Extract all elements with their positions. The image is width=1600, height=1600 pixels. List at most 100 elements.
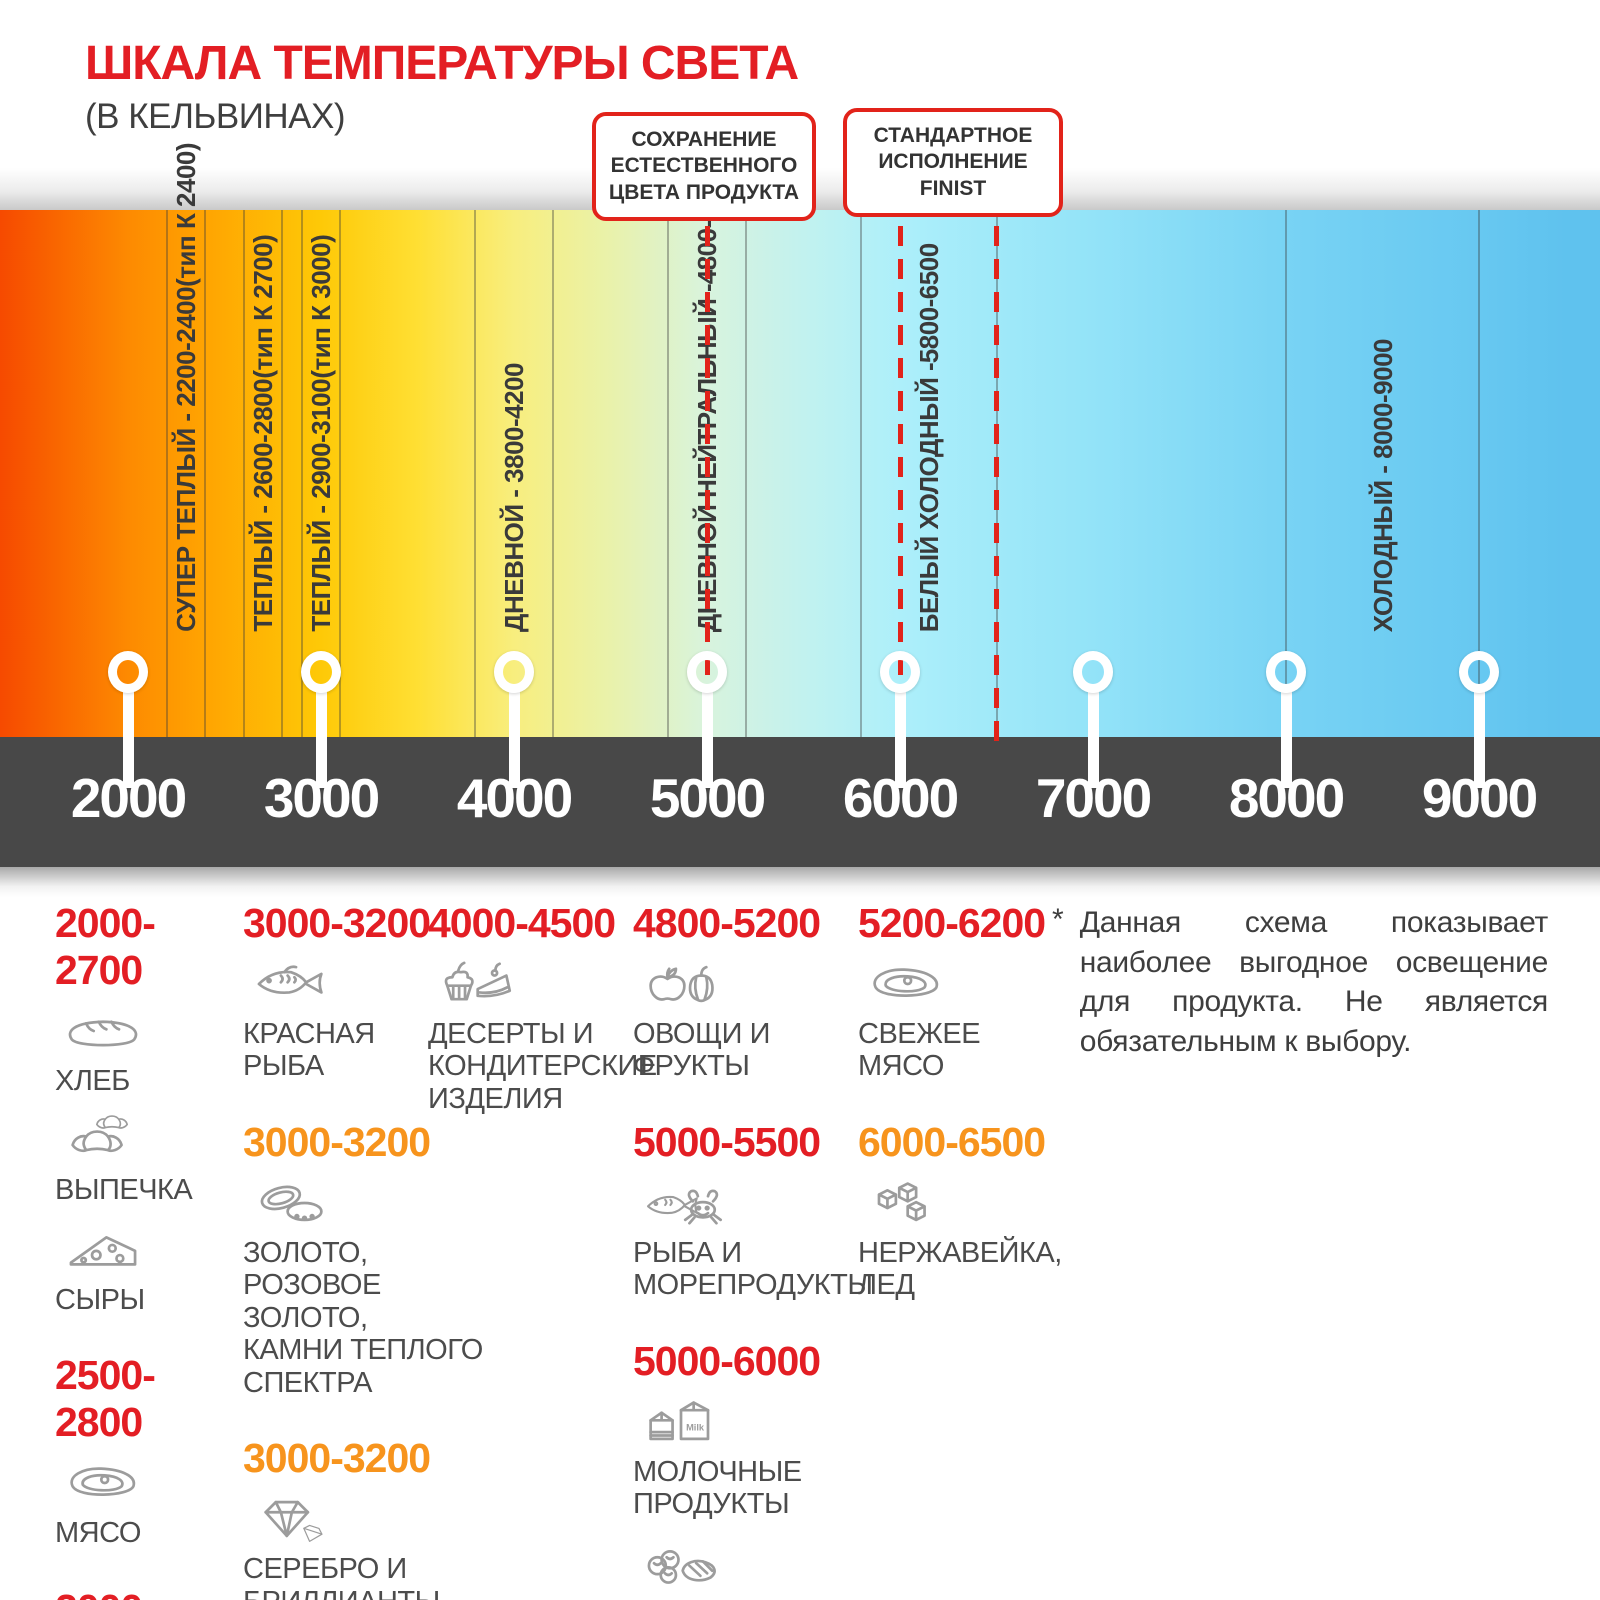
zone-label: ХОЛОДНЫЙ - 8000-9000 bbox=[1333, 210, 1433, 632]
callout-dashed-line bbox=[704, 193, 710, 768]
legend-item-label: МОЛОЧНЫЕ ПРОДУКТЫ bbox=[633, 1455, 802, 1521]
marker-circle bbox=[1266, 651, 1306, 693]
legend-column: 4000-4500 ДЕСЕРТЫ И КОНДИТЕРСКИЕ ИЗДЕЛИЯ bbox=[428, 900, 657, 1151]
callout-natural-color: СОХРАНЕНИЕ ЕСТЕСТВЕННОГО ЦВЕТА ПРОДУКТА bbox=[592, 112, 816, 221]
marker-stem bbox=[122, 686, 134, 788]
legend-item: МЯСО bbox=[55, 1456, 237, 1549]
axis-tick-label: 4000 bbox=[456, 767, 573, 829]
zone-label-text: БЕЛЫЙ ХОЛОДНЫЙ -5800-6500 bbox=[914, 243, 944, 632]
cheese-icon bbox=[55, 1223, 237, 1282]
legend-item-label: ЗОЛОТО, РОЗОВОЕ ЗОЛОТО, КАМНИ ТЕПЛОГО СП… bbox=[243, 1236, 483, 1399]
desserts-icon bbox=[428, 957, 643, 1016]
zone-boundary-line bbox=[1285, 210, 1287, 737]
zone-boundary-line bbox=[1478, 210, 1480, 737]
callout-dashed-line bbox=[897, 193, 903, 776]
page-title: ШКАЛА ТЕМПЕРАТУРЫ СВЕТА bbox=[85, 37, 799, 90]
marker-circle bbox=[687, 651, 727, 693]
ice-icon bbox=[858, 1176, 1070, 1235]
vegetables-icon bbox=[633, 957, 963, 1016]
range-heading: 2000-3000 bbox=[55, 1586, 237, 1600]
legend-group: 2000-3000АКОГОЛЬ bbox=[55, 1586, 237, 1600]
meat-icon bbox=[55, 1456, 237, 1515]
marker-circle bbox=[494, 651, 534, 693]
marker-stem bbox=[701, 686, 713, 788]
footnote-asterisk: * bbox=[1052, 903, 1064, 936]
fresh-meat-icon bbox=[858, 957, 1070, 1016]
range-heading: 3000-3200 bbox=[243, 1435, 431, 1482]
range-heading: 5000-6000 bbox=[633, 1337, 821, 1384]
legend-item: СВЕЖЕЕ МЯСО bbox=[858, 957, 1070, 1083]
marker-circle bbox=[880, 651, 920, 693]
legend-group: 3000-3200 КРАСНАЯ РЫБА bbox=[243, 900, 495, 1083]
legend-item-label: ДЕСЕРТЫ И КОНДИТЕРСКИЕ ИЗДЕЛИЯ bbox=[428, 1018, 657, 1115]
marker-stem bbox=[508, 686, 520, 788]
range-heading: 5000-5500 bbox=[633, 1118, 821, 1165]
footnote-text: Данная схема показывает наиболее выгодно… bbox=[1079, 906, 1549, 1058]
callout-line: FINIST bbox=[919, 176, 987, 200]
legend-group: 4000-4500 ДЕСЕРТЫ И КОНДИТЕРСКИЕ ИЗДЕЛИЯ bbox=[428, 900, 657, 1115]
axis-tick-label: 3000 bbox=[263, 767, 380, 829]
legend-item: Milk МОЛОЧНЫЕ ПРОДУКТЫ bbox=[633, 1395, 963, 1521]
svg-text:Milk: Milk bbox=[686, 1422, 705, 1432]
legend-item-label: СВЕЖЕЕ МЯСО bbox=[858, 1018, 981, 1083]
callout-line: ЦВЕТА ПРОДУКТА bbox=[608, 180, 800, 204]
kelvin-axis-bar bbox=[0, 735, 1600, 867]
zone-boundary-line bbox=[204, 210, 207, 737]
axis-tick-label: 7000 bbox=[1035, 767, 1152, 829]
zone-label-main: ХОЛОДНЫЙ - 8000-9000 bbox=[1367, 338, 1398, 632]
legend-item: ХЛЕБ bbox=[55, 1004, 237, 1097]
zone-label-sub: 5800-6500 bbox=[913, 242, 944, 363]
legend-item-label: ЗАМОРОЖЕННЫЕ ПОЛУФАБРИКАТЫ bbox=[633, 1598, 963, 1600]
zone-label-sub: (тип К 2400) bbox=[170, 143, 201, 288]
zone-boundary-line bbox=[242, 210, 245, 737]
diamond-icon bbox=[243, 1492, 495, 1551]
legend-column: 5200-6200 СВЕЖЕЕ МЯСО 6000-6500 НЕРЖАВЕЙКА,… bbox=[858, 900, 1070, 1338]
zone-boundary-line bbox=[551, 210, 554, 737]
legend-item-label: КРАСНАЯ РЫБА bbox=[243, 1018, 375, 1083]
zone-boundary-line bbox=[667, 210, 670, 737]
legend-group: 4800-5200 ОВОЩИ И ФРУКТЫ bbox=[633, 900, 963, 1083]
bread-icon bbox=[55, 1004, 237, 1063]
legend-column: 2000-2700 ХЛЕБ ВЫПЕЧКА СЫРЫ 2500-2800 МЯСО 200… bbox=[55, 900, 237, 1600]
callout-line: ИСПОЛНЕНИЕ bbox=[878, 150, 1028, 174]
zone-label-main: ТЕПЛЫЙ - 2900-3100 bbox=[306, 379, 336, 632]
legend-item: ДЕСЕРТЫ И КОНДИТЕРСКИЕ ИЗДЕЛИЯ bbox=[428, 957, 657, 1115]
legend-group: 5000-5500 РЫБА И МОРЕПРОДУКТЫ bbox=[633, 1119, 963, 1302]
zone-boundary-line bbox=[281, 210, 284, 737]
zone-label: БЕЛЫЙ ХОЛОДНЫЙ -5800-6500 bbox=[879, 210, 979, 632]
marker-circle bbox=[1459, 651, 1499, 693]
zone-boundary-line bbox=[860, 210, 863, 737]
legend-group: 2000-2700 ХЛЕБ ВЫПЕЧКА СЫРЫ bbox=[55, 900, 237, 1316]
zone-boundary-line bbox=[165, 210, 168, 737]
rings-icon bbox=[243, 1176, 495, 1235]
header: ШКАЛА ТЕМПЕРАТУРЫ СВЕТА (В КЕЛЬВИНАХ) bbox=[85, 36, 799, 137]
legend-group: 6000-6500 НЕРЖАВЕЙКА, ЛЕД bbox=[858, 1119, 1070, 1302]
range-heading: 5200-6200 bbox=[858, 900, 1046, 946]
legend-item-label: СЫРЫ bbox=[55, 1283, 145, 1316]
legend-group: 3000-3200 СЕРЕБРО И БРИЛЛИАНТЫ bbox=[243, 1435, 495, 1600]
legend-item: СЫРЫ bbox=[55, 1223, 237, 1316]
zone-boundary-line bbox=[474, 210, 477, 737]
zone-boundary-line bbox=[744, 210, 747, 737]
zone-label: ТЕПЛЫЙ - 2900-3100 (тип К 3000) bbox=[271, 210, 371, 632]
marker-stem bbox=[315, 686, 327, 788]
axis-shadow-band bbox=[0, 867, 1600, 897]
seafood-icon bbox=[633, 1176, 963, 1235]
marker-stem bbox=[1087, 686, 1099, 788]
kelvin-gradient-bar bbox=[0, 210, 1600, 737]
axis-tick-label: 8000 bbox=[1228, 767, 1345, 829]
zone-label-main: СУПЕР ТЕПЛЫЙ - 2200-2400 bbox=[170, 287, 201, 632]
legend-group: 5200-6200 СВЕЖЕЕ МЯСО bbox=[858, 900, 1070, 1083]
axis-tick-label: 6000 bbox=[842, 767, 959, 829]
marker-stem bbox=[1280, 686, 1292, 788]
zone-label-sub: (тип К 3000) bbox=[306, 235, 336, 380]
zone-boundary-line bbox=[300, 210, 303, 737]
legend-group: 5000-6000 Milk МОЛОЧНЫЕ ПРОДУКТЫ ЗАМОРОЖЕНН… bbox=[633, 1338, 963, 1600]
zone-label-text: ХОЛОДНЫЙ - 8000-9000 bbox=[1368, 339, 1398, 632]
footnote: * Данная схема показывает наиболее выгод… bbox=[1052, 903, 1548, 1061]
legend-item-label: ХЛЕБ bbox=[55, 1065, 130, 1097]
axis-tick-label: 5000 bbox=[649, 767, 766, 829]
legend-column: 4800-5200 ОВОЩИ И ФРУКТЫ 5000-5500 РЫБА И М… bbox=[633, 900, 963, 1600]
legend-item: ЗАМОРОЖЕННЫЕ ПОЛУФАБРИКАТЫ bbox=[633, 1537, 963, 1600]
